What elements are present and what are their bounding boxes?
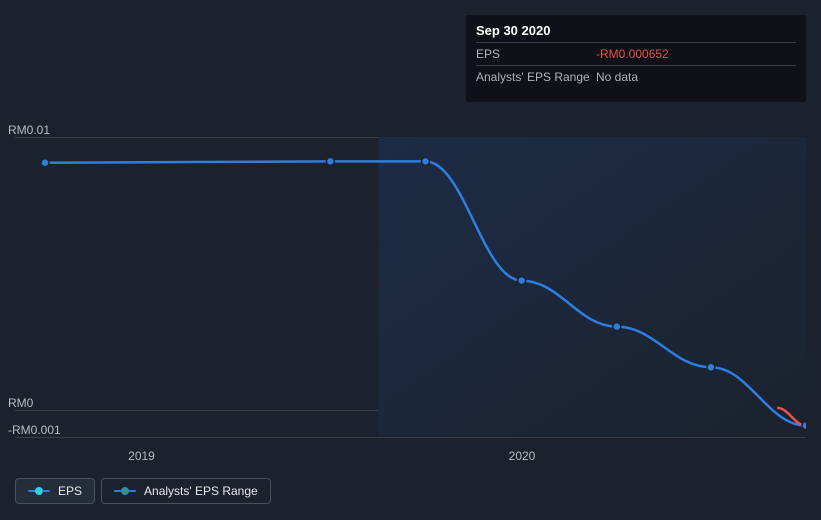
tooltip-date: Sep 30 2020: [476, 23, 796, 42]
data-point[interactable]: [422, 157, 430, 165]
swatch-line: [128, 490, 136, 492]
legend-label: EPS: [58, 484, 82, 498]
tooltip-row: Analysts' EPS Range No data: [476, 65, 796, 88]
data-point[interactable]: [326, 157, 334, 165]
plot-background: [378, 137, 806, 435]
tooltip-row-value: -RM0.000652: [596, 47, 669, 61]
data-point[interactable]: [41, 159, 49, 167]
data-point[interactable]: [518, 277, 526, 285]
data-point[interactable]: [802, 422, 806, 430]
data-point[interactable]: [613, 323, 621, 331]
tooltip-row-value: No data: [596, 70, 638, 84]
legend-swatch: [114, 487, 136, 495]
chart-legend: EPS Analysts' EPS Range: [15, 478, 271, 504]
legend-item-eps[interactable]: EPS: [15, 478, 95, 504]
swatch-line: [42, 490, 50, 492]
x-axis-label: 2019: [128, 449, 155, 463]
legend-label: Analysts' EPS Range: [144, 484, 258, 498]
x-axis-label: 2020: [509, 449, 536, 463]
tooltip-row-label: Analysts' EPS Range: [476, 70, 596, 84]
tooltip-row: EPS -RM0.000652: [476, 42, 796, 65]
legend-item-analysts-range[interactable]: Analysts' EPS Range: [101, 478, 271, 504]
chart-tooltip: Sep 30 2020 EPS -RM0.000652 Analysts' EP…: [466, 15, 806, 102]
data-point[interactable]: [707, 363, 715, 371]
tooltip-row-label: EPS: [476, 47, 596, 61]
gridline: [15, 437, 806, 438]
eps-chart: [15, 135, 806, 435]
legend-swatch: [28, 487, 50, 495]
